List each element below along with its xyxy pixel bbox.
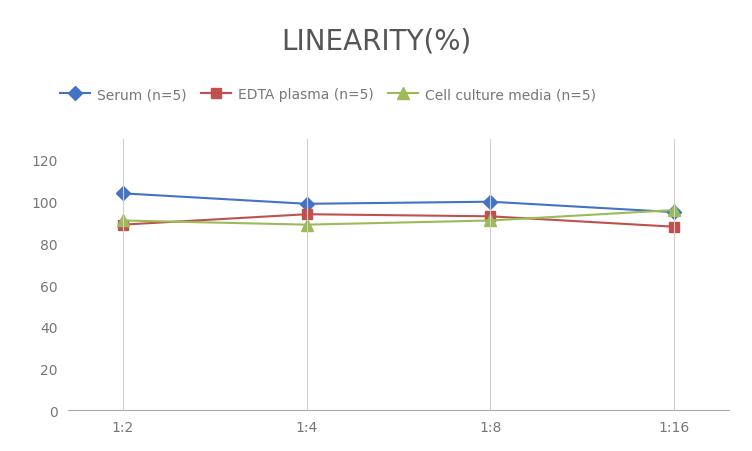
Cell culture media (n=5) (486, 218, 495, 224)
Cell culture media (n=5) (670, 208, 679, 213)
Cell culture media (n=5) (118, 218, 127, 224)
Line: EDTA plasma (n=5): EDTA plasma (n=5) (118, 210, 679, 232)
Text: LINEARITY(%): LINEARITY(%) (281, 27, 471, 55)
Serum (n=5) (118, 191, 127, 197)
Serum (n=5) (486, 199, 495, 205)
EDTA plasma (n=5) (670, 225, 679, 230)
EDTA plasma (n=5) (486, 214, 495, 220)
Line: Cell culture media (n=5): Cell culture media (n=5) (117, 205, 680, 231)
EDTA plasma (n=5) (302, 212, 311, 217)
Legend: Serum (n=5), EDTA plasma (n=5), Cell culture media (n=5): Serum (n=5), EDTA plasma (n=5), Cell cul… (59, 88, 596, 102)
Serum (n=5) (670, 210, 679, 216)
Cell culture media (n=5) (302, 222, 311, 228)
Line: Serum (n=5): Serum (n=5) (118, 189, 679, 217)
EDTA plasma (n=5) (118, 222, 127, 228)
Serum (n=5) (302, 202, 311, 207)
